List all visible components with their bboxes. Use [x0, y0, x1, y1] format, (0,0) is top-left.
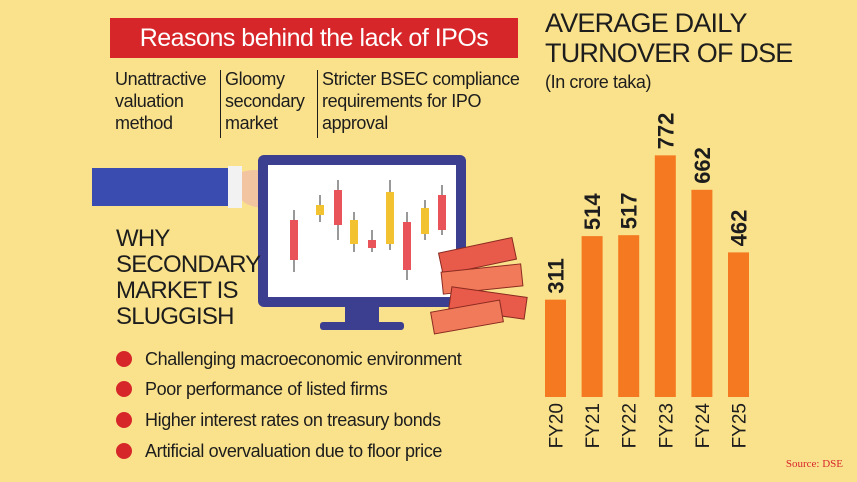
bar [654, 155, 676, 397]
source: Source: DSE [785, 458, 843, 470]
value-label: 311 [544, 258, 569, 294]
separator [317, 70, 318, 138]
bar [581, 236, 603, 397]
value-label: 772 [653, 113, 678, 150]
base [320, 322, 404, 330]
reason: Unattractive valuation method [115, 69, 207, 133]
money [430, 236, 528, 335]
x-tick-label: FY21 [583, 403, 604, 448]
bar [618, 235, 640, 397]
reason: Gloomy secondary market [225, 69, 305, 133]
cuff [228, 166, 242, 208]
bullet-text: Challenging macroeconomic environment [145, 349, 462, 369]
bullet-icons [116, 351, 132, 459]
section-title: WHY SECONDARY MARKET IS SLUGGISH [116, 225, 261, 330]
bar [728, 252, 749, 397]
value-label: 462 [727, 210, 752, 247]
reason: Stricter BSEC compliance requirements fo… [322, 69, 520, 133]
bar [545, 299, 566, 397]
chart-subtitle: (In crore taka) [545, 72, 652, 92]
chart-title: AVERAGE DAILY TURNOVER OF DSE [545, 8, 793, 68]
value-label: 662 [690, 147, 715, 184]
stand [345, 307, 379, 325]
bullet-text: Poor performance of listed firms [145, 379, 388, 399]
value-label: 514 [580, 193, 605, 230]
value-label: 517 [617, 192, 642, 229]
x-tick-label: FY22 [620, 403, 641, 448]
x-tick-label: FY25 [730, 403, 751, 448]
bullet-text: Higher interest rates on treasury bonds [145, 410, 441, 430]
x-tick-label: FY24 [693, 403, 714, 449]
separator [220, 70, 221, 138]
bar [691, 189, 713, 397]
x-tick-label: FY20 [547, 403, 568, 448]
banner-title: Reasons behind the lack of IPOs [110, 18, 518, 58]
x-tick-label: FY23 [656, 403, 677, 448]
arm [92, 168, 232, 206]
candles [290, 180, 446, 280]
bullet-text: Artificial overvaluation due to floor pr… [145, 441, 442, 461]
